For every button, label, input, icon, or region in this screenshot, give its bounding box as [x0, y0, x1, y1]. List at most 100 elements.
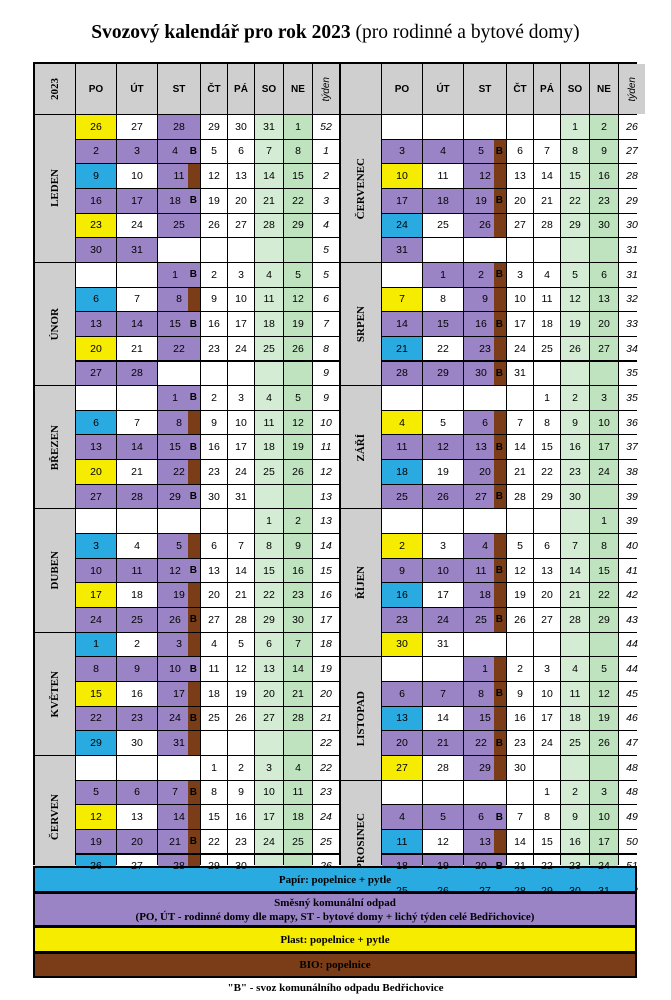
day-cell: 13 — [76, 435, 116, 460]
day-number: 8 — [544, 416, 550, 429]
day-number: 3 — [176, 638, 182, 651]
day-cell: 27 — [76, 484, 116, 509]
day-header-left-1: ÚT — [117, 64, 157, 114]
day-cell: 2 — [561, 386, 589, 410]
day-cell: 12 — [284, 287, 312, 312]
day-cell: 7 — [255, 139, 283, 164]
day-number: 24 — [598, 465, 610, 478]
b-marker: B — [189, 195, 197, 207]
day-number: 14 — [235, 564, 247, 577]
day-cell: 18 — [382, 460, 422, 484]
day-number: 24 — [90, 613, 102, 626]
day-cell: 14 — [158, 805, 200, 829]
day-number: 28 — [514, 884, 526, 897]
day-number: 21 — [131, 465, 143, 478]
day-cell: 16 — [590, 164, 618, 188]
day-number: 12 — [514, 564, 526, 577]
day-number: 19 — [208, 194, 220, 207]
day-cell: 22 — [534, 460, 560, 484]
day-cell: 8 — [201, 780, 227, 805]
day-number: 4 — [440, 145, 446, 158]
day-cell: 16 — [507, 706, 533, 731]
day-number: 5 — [601, 663, 607, 676]
day-number: 13 — [263, 663, 275, 676]
day-cell — [201, 731, 227, 755]
day-number: 18 — [263, 441, 275, 454]
day-number: 10 — [263, 786, 275, 799]
day-cell: 25 — [158, 213, 200, 238]
legend-bio-label: BIO: popelnice — [299, 959, 371, 971]
bio-marker — [494, 829, 506, 854]
day-cell: B 26 — [158, 608, 200, 632]
day-number: 4 — [399, 811, 405, 823]
day-cell: 14 — [382, 312, 422, 336]
day-number: 10 — [235, 293, 247, 306]
day-number: 12 — [169, 564, 181, 577]
day-number: 7 — [440, 687, 446, 700]
day-number: 15 — [541, 441, 553, 454]
day-cell: 6 — [117, 780, 157, 805]
day-cell: 2 — [590, 115, 618, 139]
b-marker: B — [189, 145, 197, 157]
day-number: 28 — [235, 613, 247, 626]
day-number: 12 — [208, 170, 220, 183]
day-cell: 23 — [76, 213, 116, 238]
day-cell: 2 — [284, 509, 312, 534]
day-number: 6 — [211, 539, 217, 552]
day-number: 26 — [437, 884, 449, 897]
day-cell — [423, 115, 463, 139]
day-number: 10 — [541, 687, 553, 700]
day-number: 16 — [235, 811, 247, 823]
day-number: 7 — [295, 638, 301, 651]
week-header-text: týden — [626, 76, 638, 102]
day-cell: 15 — [255, 558, 283, 583]
day-cell: 11 — [423, 164, 463, 188]
day-cell: 25 — [255, 460, 283, 484]
day-cell: 26 — [284, 336, 312, 361]
day-cell: 4 — [255, 386, 283, 410]
day-cell: 27 — [201, 608, 227, 632]
day-cell: 10 — [590, 805, 618, 829]
day-number: 28 — [541, 219, 553, 232]
day-cell: 29 — [284, 213, 312, 238]
week-number: 39 — [619, 509, 645, 534]
day-cell: 1 — [423, 262, 463, 287]
day-cell: 16 — [76, 188, 116, 213]
month-header-blank — [341, 64, 381, 114]
week-number: 11 — [313, 435, 339, 460]
day-cell: 2 — [561, 780, 589, 805]
day-cell: 28 — [534, 213, 560, 238]
day-cell: 22 — [201, 829, 227, 854]
day-cell: 17 — [255, 805, 283, 829]
bio-marker — [494, 558, 506, 583]
day-number: 23 — [479, 342, 491, 355]
day-cell: 23 — [284, 583, 312, 607]
day-number: 22 — [90, 712, 102, 725]
day-number: 23 — [208, 465, 220, 478]
week-number: 5 — [313, 262, 339, 287]
day-number: 12 — [479, 170, 491, 183]
day-cell: B 10 — [158, 657, 200, 681]
day-cell: B 13 — [464, 435, 506, 460]
day-cell — [590, 361, 618, 386]
day-number: 19 — [437, 860, 449, 873]
day-cell: 10 — [534, 681, 560, 706]
day-number: 19 — [437, 465, 449, 478]
day-number: 30 — [475, 367, 487, 380]
day-cell: 21 — [117, 460, 157, 484]
day-number: 13 — [475, 441, 487, 454]
day-number: 26 — [292, 465, 304, 478]
day-cell: 27 — [534, 608, 560, 632]
day-number: 30 — [569, 490, 581, 503]
week-number: 46 — [619, 706, 645, 731]
day-number: 22 — [475, 737, 487, 750]
day-cell: 4 — [534, 262, 560, 287]
day-cell: 13 — [201, 558, 227, 583]
day-number: 25 — [569, 737, 581, 750]
day-cell — [228, 238, 254, 262]
b-marker: B — [495, 860, 503, 872]
day-cell: 30 — [117, 731, 157, 755]
day-number: 1 — [295, 120, 301, 133]
day-cell — [201, 361, 227, 386]
day-number: 18 — [292, 811, 304, 823]
